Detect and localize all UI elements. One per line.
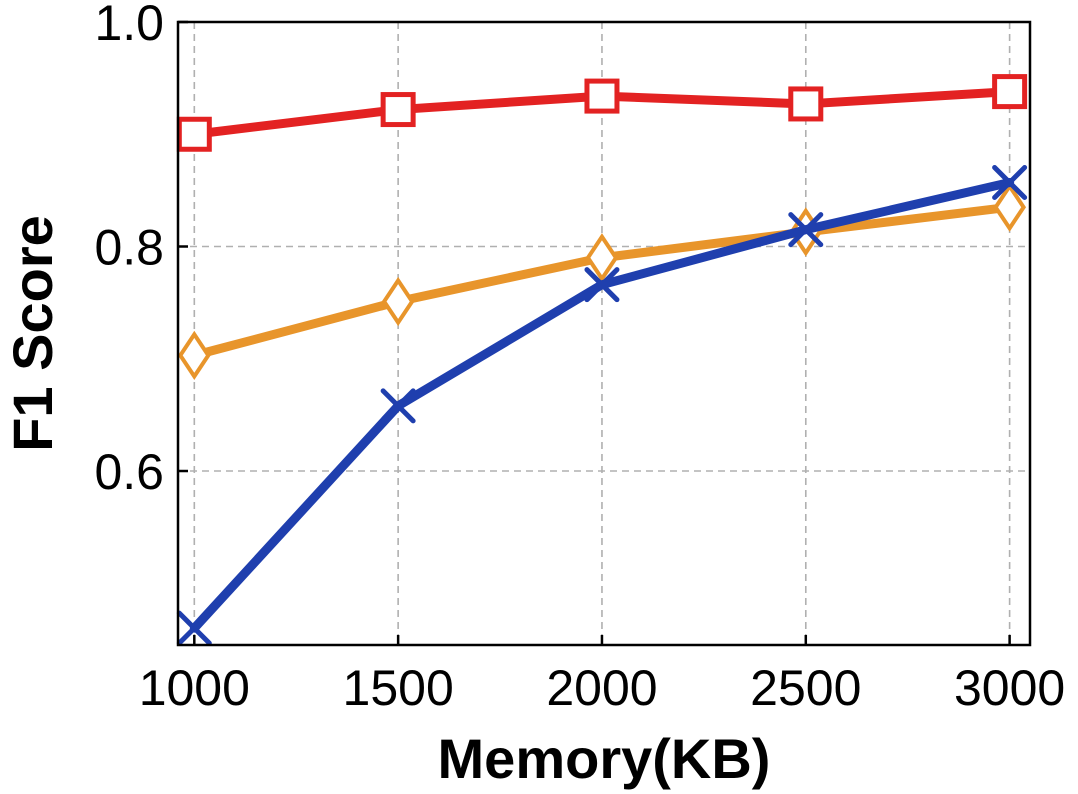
x-tick-label: 2000 xyxy=(546,660,657,716)
y-tick-label: 1.0 xyxy=(94,0,164,51)
x-tick-label: 1000 xyxy=(139,660,250,716)
x-axis-title: Memory(KB) xyxy=(438,727,771,790)
diamond-marker xyxy=(993,182,1027,232)
axis-ticks xyxy=(178,20,1011,645)
diamond-marker xyxy=(585,233,619,283)
y-axis-title: F1 Score xyxy=(1,215,64,452)
tick-labels: 1000 1500 2000 2500 3000 0.6 0.8 1.0 xyxy=(94,0,1065,716)
square-marker xyxy=(584,78,620,114)
series-layer xyxy=(176,74,1028,646)
square-marker xyxy=(176,116,212,152)
series-x xyxy=(176,165,1028,646)
y-tick-label: 0.8 xyxy=(94,220,164,276)
series-diamond xyxy=(177,182,1027,380)
x-tick-label: 2500 xyxy=(750,660,861,716)
square-marker xyxy=(788,86,824,122)
x-marker xyxy=(380,388,416,424)
diamond-marker xyxy=(177,330,211,380)
square-marker xyxy=(992,74,1028,110)
y-tick-label: 0.6 xyxy=(94,444,164,500)
x-tick-label: 3000 xyxy=(954,660,1065,716)
diamond-marker xyxy=(381,276,415,327)
x-tick-label: 1500 xyxy=(343,660,454,716)
x-marker xyxy=(788,212,824,248)
grid-lines xyxy=(178,21,1030,645)
square-marker xyxy=(380,92,416,128)
series-square xyxy=(176,74,1028,152)
x-marker xyxy=(584,267,620,303)
x-marker xyxy=(176,610,212,646)
plot-frame xyxy=(176,20,1032,647)
x-marker xyxy=(992,165,1028,201)
